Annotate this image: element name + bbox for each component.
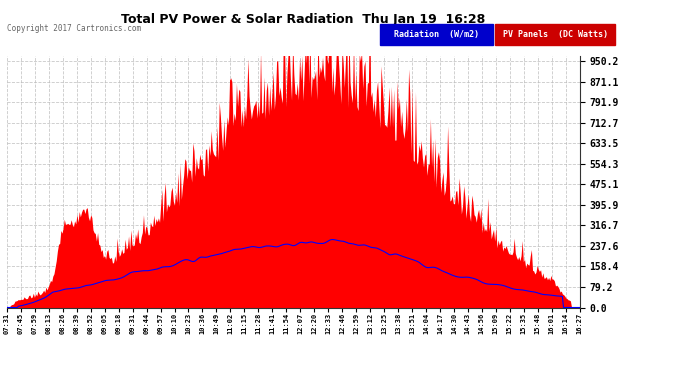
Text: Copyright 2017 Cartronics.com: Copyright 2017 Cartronics.com [7,24,141,33]
Text: Total PV Power & Solar Radiation  Thu Jan 19  16:28: Total PV Power & Solar Radiation Thu Jan… [121,13,486,26]
Text: PV Panels  (DC Watts): PV Panels (DC Watts) [502,30,608,39]
Text: Radiation  (W/m2): Radiation (W/m2) [394,30,479,39]
